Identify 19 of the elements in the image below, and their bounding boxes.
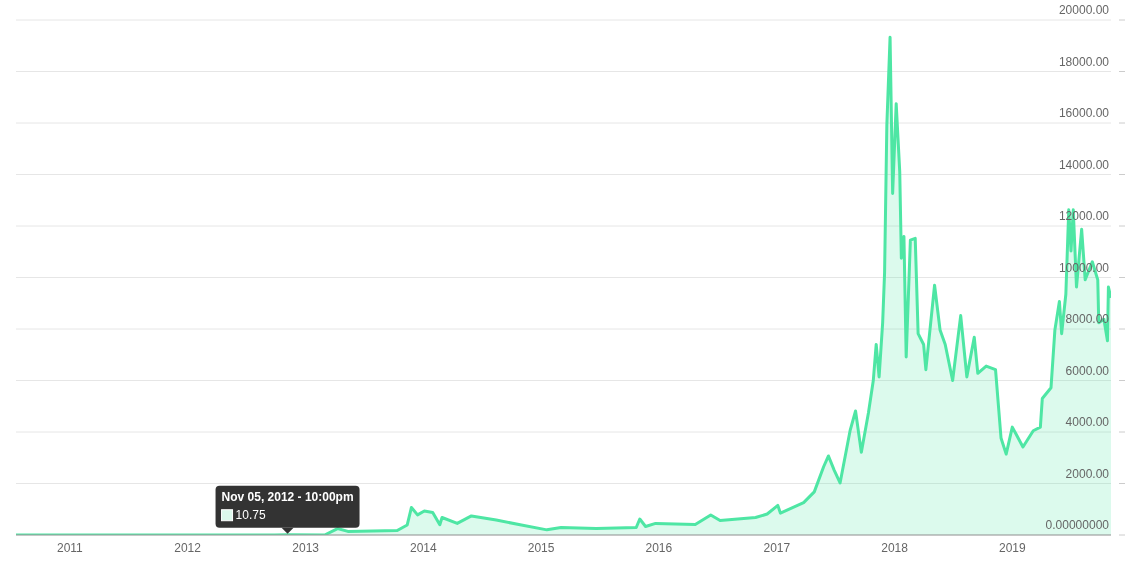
x-tick-label: 2018 [881, 540, 909, 555]
y-tick-label: 18000.00 [1058, 54, 1110, 69]
y-tick-label: 0.00000000 [1045, 518, 1110, 532]
x-tick-label: 2016 [645, 540, 673, 555]
x-tick-label: 2015 [527, 540, 555, 555]
x-tick-label: 2011 [56, 540, 84, 555]
x-tick-label: 2013 [292, 540, 320, 555]
y-tick-label: 4000.00 [1065, 415, 1110, 429]
y-tick-label: 14000.00 [1058, 157, 1110, 172]
x-tick-label: 2014 [410, 540, 438, 555]
x-tick-label: 2017 [763, 540, 791, 555]
x-tick-label: 2019 [998, 540, 1026, 555]
y-tick-label: 16000.00 [1058, 106, 1110, 120]
x-tick-label: 2012 [174, 540, 202, 555]
y-tick-label: 6000.00 [1065, 363, 1110, 378]
y-tick-label: 20000.00 [1058, 3, 1110, 17]
y-tick-label: 2000.00 [1065, 466, 1110, 481]
annotation: 10.75 [235, 507, 266, 522]
annotation: Nov 05, 2012 - 10:00pm [221, 489, 354, 504]
